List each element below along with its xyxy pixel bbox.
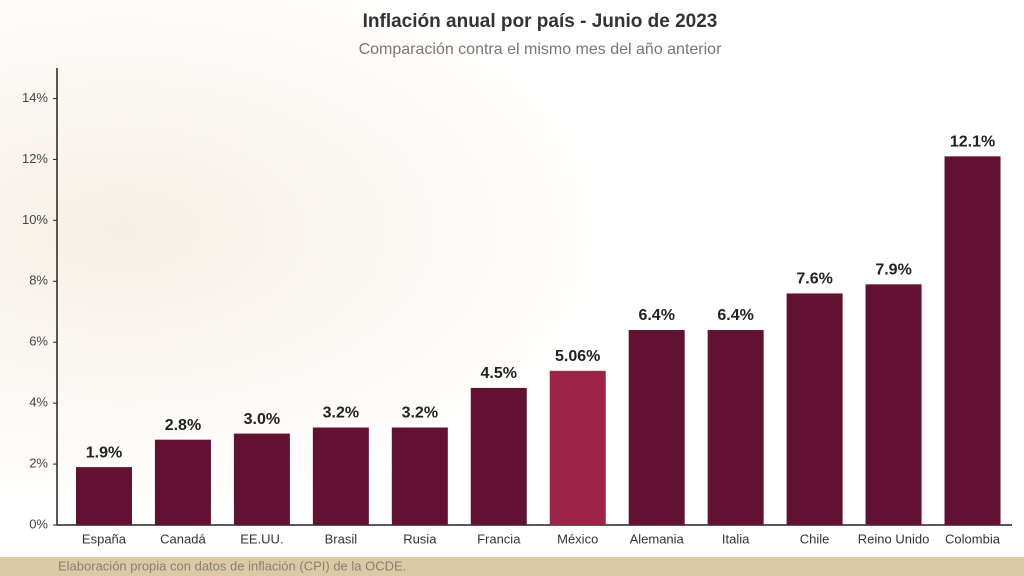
chart-subtitle: Comparación contra el mismo mes del año …: [359, 41, 723, 58]
x-tick-label: España: [82, 531, 127, 546]
value-label: 2.8%: [165, 417, 201, 434]
x-tick-label: México: [557, 531, 598, 546]
bar: [786, 293, 843, 525]
bar: [312, 427, 369, 525]
value-label: 12.1%: [950, 134, 995, 151]
x-tick-label: Colombia: [945, 531, 1001, 546]
value-label: 7.6%: [796, 271, 832, 288]
y-tick-label: 0%: [29, 516, 48, 531]
source-note: Elaboración propia con datos de inflació…: [58, 558, 406, 573]
bar: [628, 330, 685, 525]
x-tick-label: Alemania: [630, 531, 685, 546]
bar: [233, 433, 290, 525]
value-label: 3.2%: [402, 405, 438, 422]
x-tick-label: Francia: [477, 531, 521, 546]
y-tick-label: 12%: [22, 151, 48, 166]
y-tick-label: 10%: [22, 212, 48, 227]
chart-title: Inflación anual por país - Junio de 2023: [363, 11, 718, 32]
y-tick-label: 2%: [29, 456, 48, 471]
value-label: 6.4%: [717, 307, 753, 324]
x-tick-label: Brasil: [325, 531, 358, 546]
value-label: 4.5%: [481, 365, 517, 382]
x-tick-label: Chile: [800, 531, 830, 546]
value-label: 3.0%: [244, 411, 280, 428]
x-tick-label: Rusia: [403, 531, 437, 546]
value-label: 6.4%: [638, 307, 674, 324]
bar: [470, 387, 527, 525]
bar: [75, 467, 132, 525]
footer-band: [0, 557, 1024, 576]
value-label: 7.9%: [875, 262, 911, 279]
bar: [944, 156, 1001, 525]
bar: [707, 330, 764, 525]
x-tick-label: EE.UU.: [240, 531, 283, 546]
bar: [865, 284, 922, 525]
bar: [549, 370, 606, 525]
y-tick-label: 4%: [29, 395, 48, 410]
value-label: 5.06%: [555, 348, 600, 365]
bar: [154, 439, 211, 525]
y-tick-label: 6%: [29, 334, 48, 349]
y-tick-label: 8%: [29, 273, 48, 288]
x-tick-label: Canadá: [160, 531, 206, 546]
x-tick-label: Italia: [722, 531, 750, 546]
bar: [391, 427, 448, 525]
value-label: 1.9%: [86, 444, 122, 461]
value-label: 3.2%: [323, 405, 359, 422]
x-tick-label: Reino Unido: [858, 531, 930, 546]
y-tick-label: 14%: [22, 90, 48, 105]
